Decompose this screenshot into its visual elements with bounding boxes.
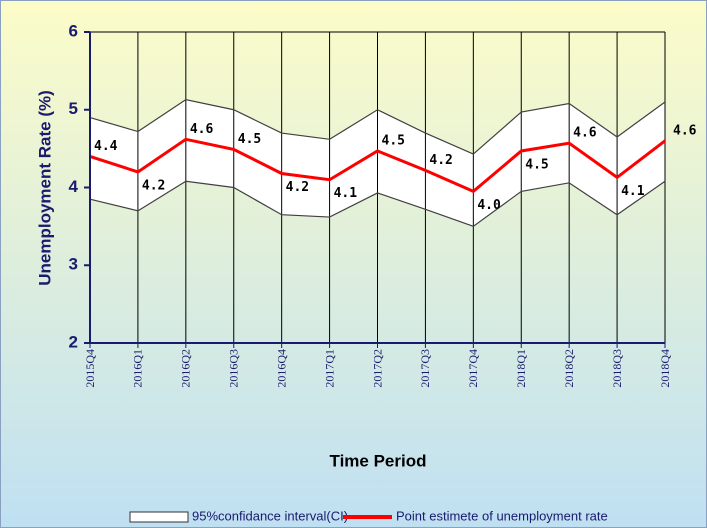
line: [89, 137, 666, 194]
x-tick-label: 2016Q2: [179, 349, 193, 388]
x-tick-label: 2017Q2: [370, 349, 384, 388]
x-tick-label: 2017Q4: [466, 349, 480, 388]
legend-label: 95%confidance interval(CI): [192, 508, 348, 523]
value-label: 4.6: [673, 123, 697, 138]
value-label: 4.6: [190, 122, 214, 137]
legend-label: Point estimete of unemployment rate: [396, 508, 608, 523]
value-label: 4.5: [382, 133, 405, 148]
x-tick-label: 2016Q4: [274, 349, 288, 388]
y-tick-label: 4: [69, 177, 79, 196]
value-label: 4.4: [94, 139, 118, 154]
y-axis-title: Unemployment Rate (%): [35, 90, 54, 286]
value-label: 4.5: [525, 157, 548, 172]
value-label: 4.2: [142, 178, 165, 193]
x-tick-label: 2018Q3: [610, 349, 624, 388]
x-tick-label: 2017Q1: [322, 349, 336, 388]
x-tick-label: 2017Q3: [418, 349, 432, 388]
x-tick-label: 2016Q1: [131, 349, 145, 388]
value-label: 4.5: [238, 132, 261, 147]
x-tick-label: 2018Q1: [514, 349, 528, 388]
x-axis-title: Time Period: [330, 451, 427, 470]
x-tick-label: 2015Q4: [83, 349, 97, 388]
y-tick-label: 3: [69, 255, 78, 274]
value-label: 4.1: [621, 184, 645, 199]
value-label: 4.6: [573, 126, 597, 141]
value-label: 4.1: [334, 186, 358, 201]
value-label: 4.2: [429, 153, 452, 168]
value-label: 4.0: [477, 198, 501, 213]
x-tick-label: 2018Q2: [562, 349, 576, 388]
value-label: 4.2: [286, 180, 309, 195]
legend-band-swatch: [129, 511, 189, 523]
x-tick-label: 2016Q3: [227, 349, 241, 388]
y-tick-label: 5: [69, 99, 78, 118]
ci-line: [89, 180, 666, 228]
ci-line: [89, 99, 666, 155]
x-tick-label: 2018Q4: [658, 349, 672, 388]
y-tick-label: 2: [69, 332, 78, 351]
y-tick-label: 6: [69, 21, 78, 40]
